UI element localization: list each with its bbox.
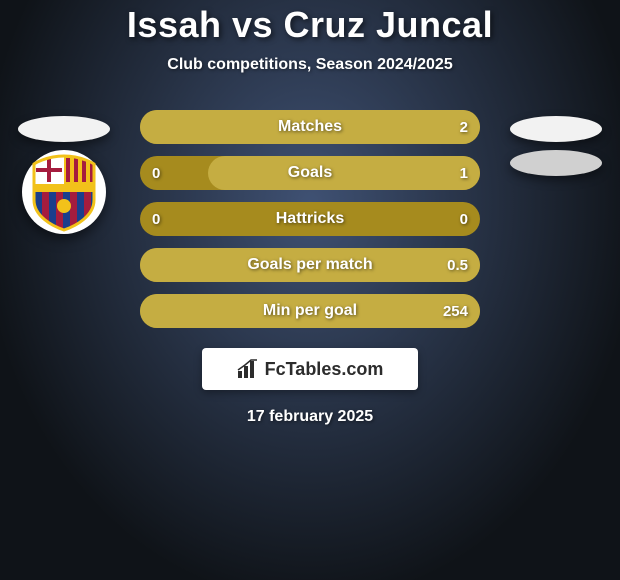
stats-bars: 2Matches01Goals00Hattricks0.5Goals per m… bbox=[140, 110, 480, 328]
date-text: 17 february 2025 bbox=[247, 408, 373, 426]
stat-left-value: 0 bbox=[152, 165, 160, 182]
stat-bar-fill bbox=[140, 294, 480, 328]
stat-bar: 0.5Goals per match bbox=[140, 248, 480, 282]
brand-text: FcTables.com bbox=[265, 359, 384, 380]
stat-bar: 254Min per goal bbox=[140, 294, 480, 328]
stat-bar: 0 0Hattricks bbox=[140, 202, 480, 236]
right-player-col bbox=[510, 116, 602, 176]
stat-right-value: 0 bbox=[460, 211, 468, 228]
right-player-oval-2 bbox=[510, 150, 602, 176]
left-player-oval bbox=[18, 116, 110, 142]
subtitle: Club competitions, Season 2024/2025 bbox=[167, 56, 452, 74]
comparison-card: Issah vs Cruz Juncal Club competitions, … bbox=[0, 0, 620, 580]
page-title: Issah vs Cruz Juncal bbox=[127, 4, 493, 46]
stat-bar-fill bbox=[140, 110, 480, 144]
stat-bar-fill bbox=[140, 248, 480, 282]
fcb-crest-icon bbox=[22, 150, 106, 234]
stat-bar: 01Goals bbox=[140, 156, 480, 190]
stat-label: Hattricks bbox=[140, 210, 480, 228]
left-player-col bbox=[18, 116, 110, 234]
stat-bar-fill bbox=[208, 156, 480, 190]
bars-icon bbox=[237, 359, 259, 379]
stat-bar: 2Matches bbox=[140, 110, 480, 144]
stat-left-value: 0 bbox=[152, 211, 160, 228]
brand-logo[interactable]: FcTables.com bbox=[202, 348, 418, 390]
left-player-crest bbox=[22, 150, 106, 234]
right-player-oval-1 bbox=[510, 116, 602, 142]
